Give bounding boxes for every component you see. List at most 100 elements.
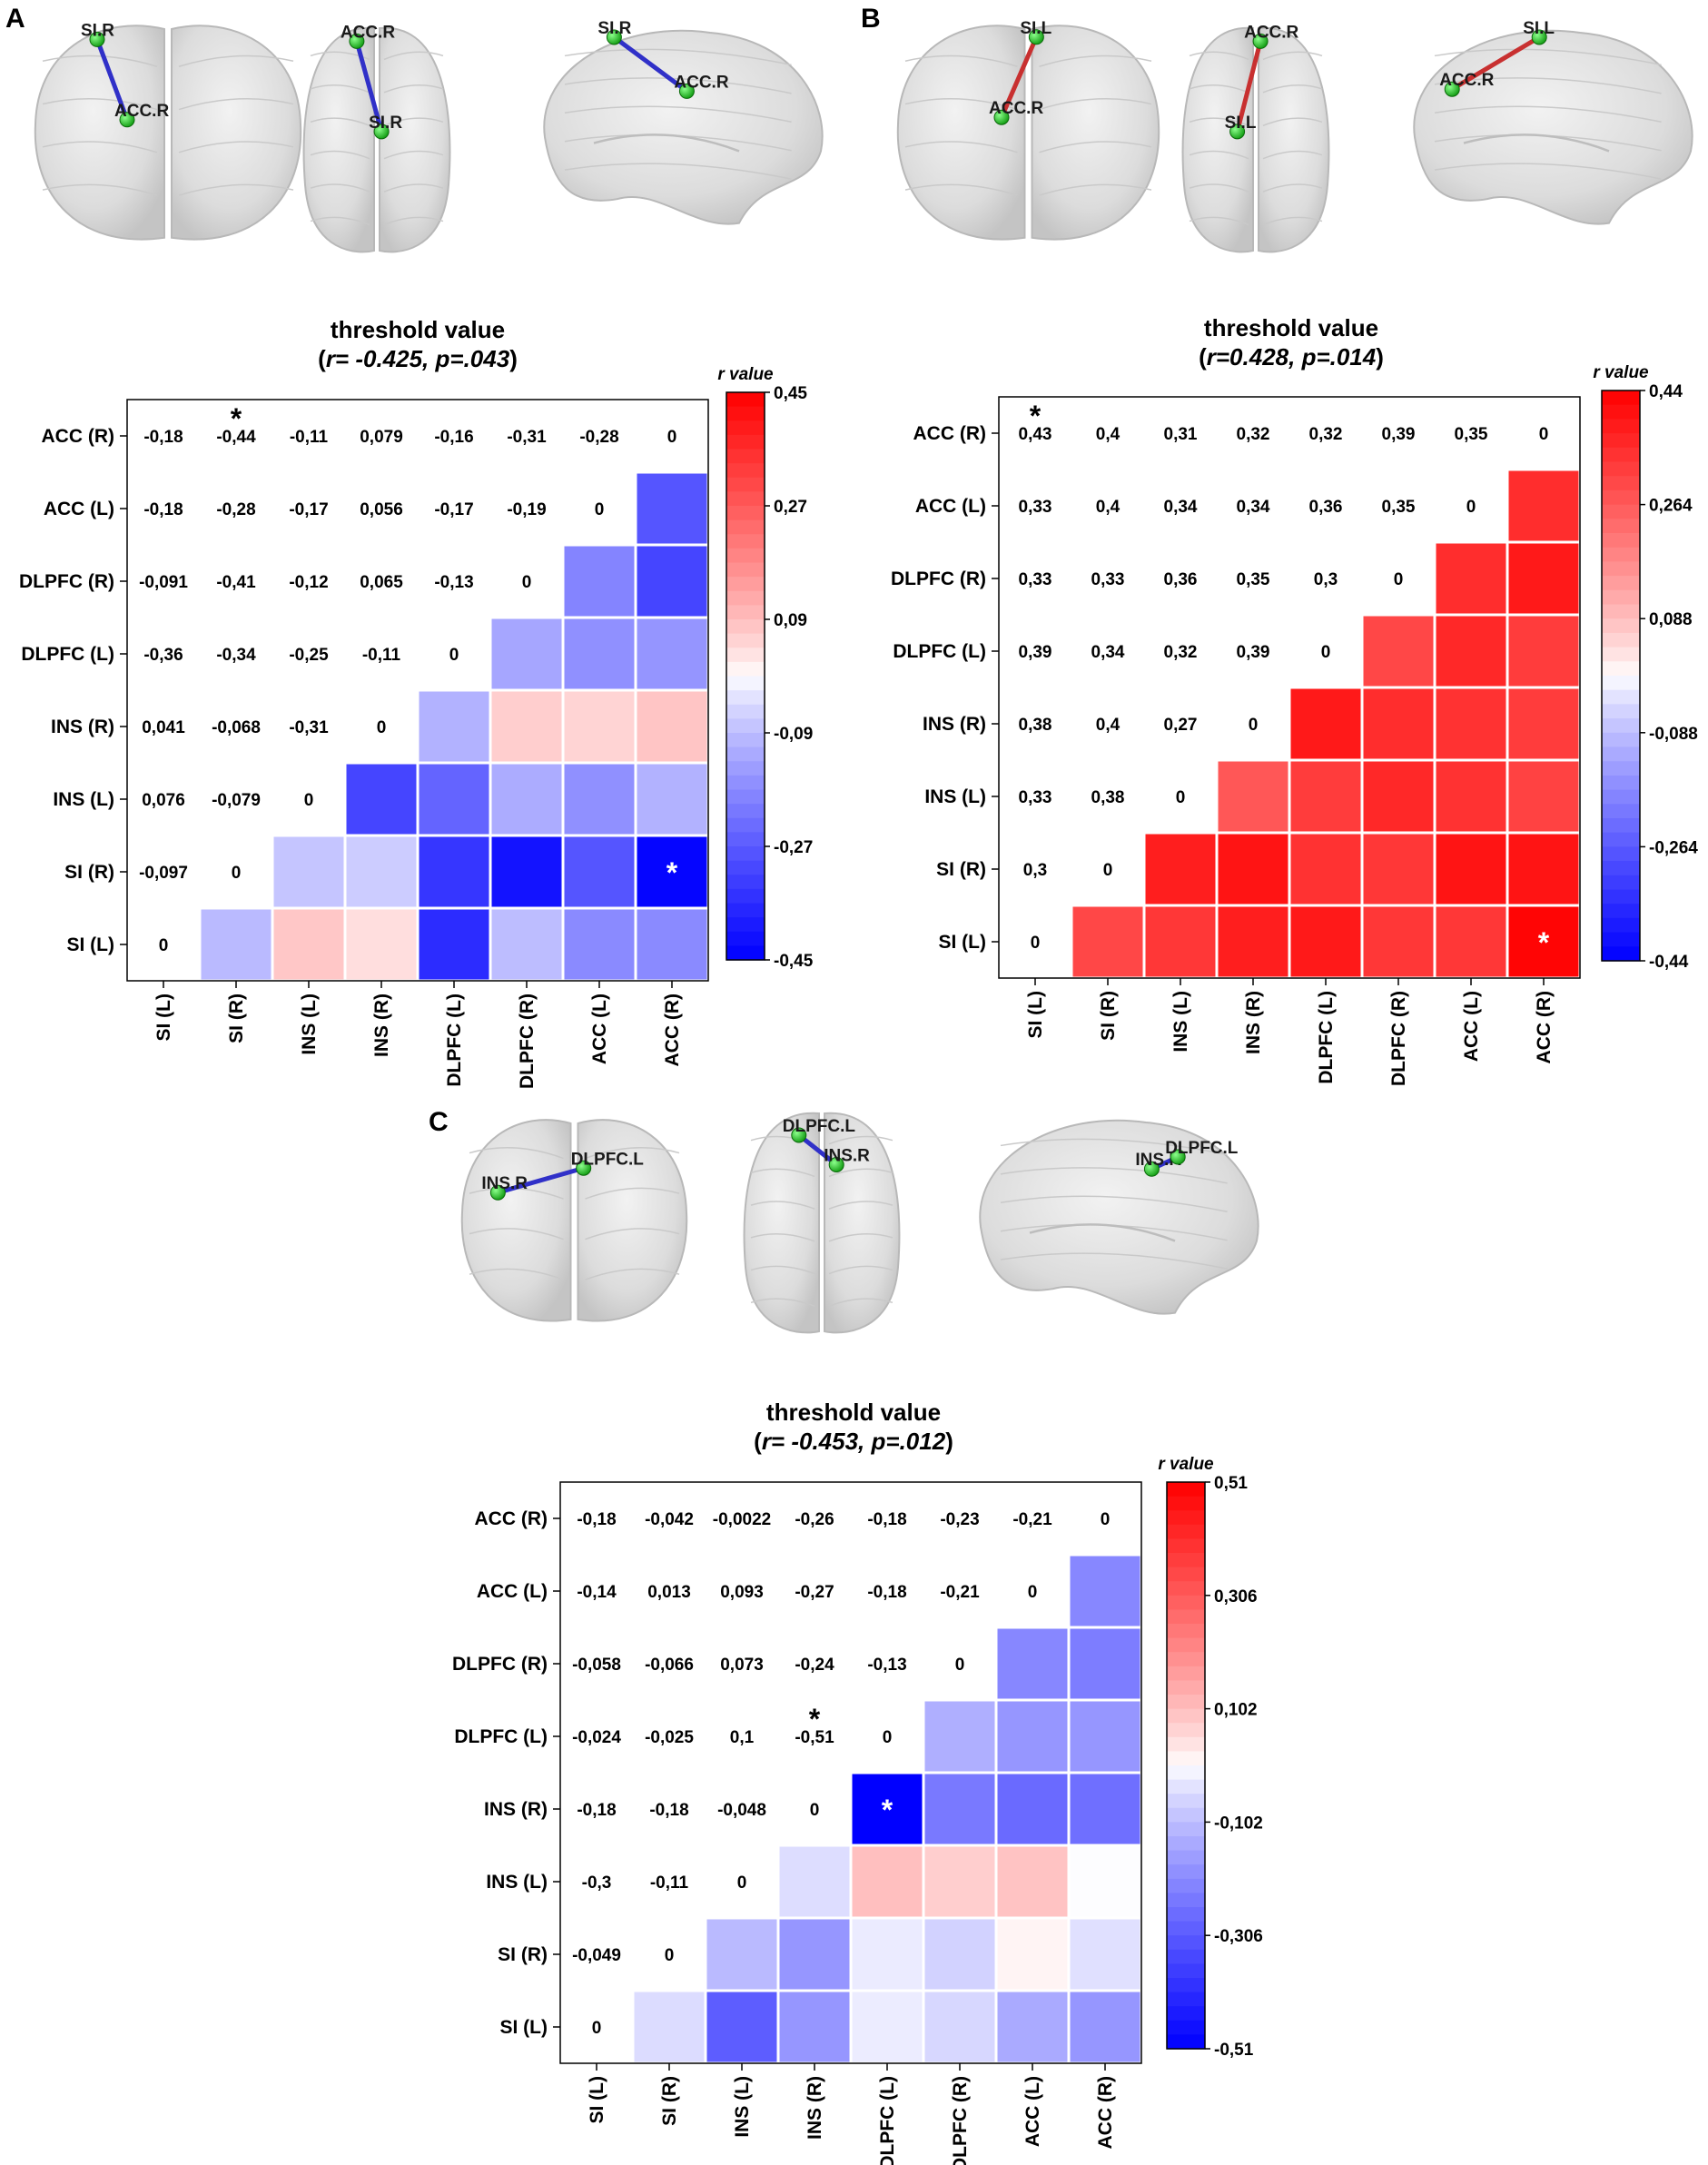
row-label: DLPFC (R) [891,568,986,589]
heatmap-cell [564,836,635,907]
colorbar-step [1167,1723,1205,1738]
cell-value: 0 [667,428,677,447]
cell-value: 0 [883,1728,893,1747]
colorbar-step [1602,661,1640,677]
brain-node [1028,29,1044,45]
heatmap-cell [852,1846,923,1917]
brain-sulcus [1039,141,1152,153]
brain-left-hemisphere [743,1112,820,1334]
colorbar-step [1602,433,1640,449]
heatmap-cell [1290,761,1361,832]
colorbar-step [726,534,765,549]
node-label: ACC.R [674,73,728,92]
colorbar-tick-label: -0,088 [1649,725,1698,744]
row-label: DLPFC (L) [21,644,114,665]
row-label: SI (R) [498,1944,548,1965]
node-label: SI.R [597,19,631,38]
brain-sulcus [1262,216,1323,226]
brain-views: SI.R ACC.R ACC.R SI.R SI.R ACC.R [34,19,824,253]
cell-value: 0 [1101,1510,1111,1529]
brain-sulcus [1189,117,1249,126]
heatmap-cell [779,1919,850,1990]
significance-star: * [1030,400,1042,432]
node-label: SI.R [81,21,114,40]
colorbar-frame [726,391,765,961]
cell-value: -0,31 [507,428,547,447]
brain-sulcus [178,183,294,196]
heatmap-cell [1436,543,1506,614]
colorbar-step [726,633,765,648]
heatmap-cell [346,909,417,980]
brain-sulcus [1189,216,1249,226]
colorbar-step [726,775,765,791]
brain-node [119,112,135,128]
brain-node [373,124,390,140]
cell-value: -0,18 [867,1510,906,1529]
subtitle-paren-open: ( [1199,343,1207,371]
colorbar-step [726,789,765,805]
heatmap-cell [1363,688,1434,759]
cell-value: 0 [1028,1583,1038,1602]
cell-value: -0,18 [649,1801,688,1820]
heatmap-cell [1072,906,1143,977]
heatmap-cell [1363,616,1434,687]
heatmap-cell [637,764,707,835]
cell-value: 0 [304,791,314,810]
cell-value: -0,41 [216,573,256,592]
row-label: SI (L) [939,932,987,953]
cell-value: -0,18 [143,428,183,447]
cell-value: 0,35 [1237,570,1270,589]
brain-sulcus [1189,84,1249,94]
panel-label: B [861,4,881,34]
row-label: INS (L) [53,789,114,810]
colorbar-step [1167,1822,1205,1837]
row-label: ACC (R) [42,426,114,447]
heatmap-cell [1508,688,1579,759]
colorbar-step [726,704,765,719]
row-label: INS (L) [486,1872,548,1893]
colorbar-step [1602,732,1640,748]
brain-sulcus [310,216,370,226]
heatmap-cell [637,909,707,980]
colorbar-tick-label: -0,102 [1214,1814,1263,1833]
node-label: INS.R [481,1174,528,1193]
column-label: INS (R) [1243,991,1264,1054]
brain-sulcus [1262,183,1323,193]
heatmap: -0,18 -0,44 -0,11 0,079 -0,16 -0,31 -0,28 0 -0,1… [19,399,709,1089]
heatmap-cell [346,764,417,835]
colorbar-step [1602,618,1640,634]
cell-value: 0,041 [142,718,185,737]
cell-value: -0,44 [216,428,256,447]
colorbar-step [1167,1878,1205,1893]
colorbar-step [1167,1567,1205,1582]
brain-sulcus [1262,150,1323,160]
colorbar-step [1602,704,1640,719]
chart-subtitle: (r= -0.453, p=.012) [754,1428,953,1455]
colorbar-step [726,846,765,862]
column-label: DLPFC (R) [950,2076,971,2165]
colorbar-step [1602,404,1640,420]
heatmap-cell [419,764,489,835]
column-label: INS (L) [1170,991,1191,1053]
brain-sulcus [310,51,370,61]
brain-node [576,1160,592,1176]
colorbar-step [1602,946,1640,962]
brain-lateral-view [543,29,824,225]
heatmap-cell [419,836,489,907]
brain-node [1444,81,1460,97]
colorbar-step [1602,904,1640,919]
cell-value: 0,39 [1237,643,1270,662]
colorbar-frame [1601,390,1641,962]
node-label: SI.R [369,114,402,133]
cell-value: -0,18 [867,1583,906,1602]
colorbar-title: r value [1158,1455,1214,1474]
row-label: INS (L) [924,786,986,807]
brain-sulcus [1000,1195,1228,1213]
colorbar-step [1167,1708,1205,1724]
heatmap-cell [924,1846,995,1917]
heatmap-cell [1290,906,1361,977]
heatmap-cell [1145,834,1216,905]
